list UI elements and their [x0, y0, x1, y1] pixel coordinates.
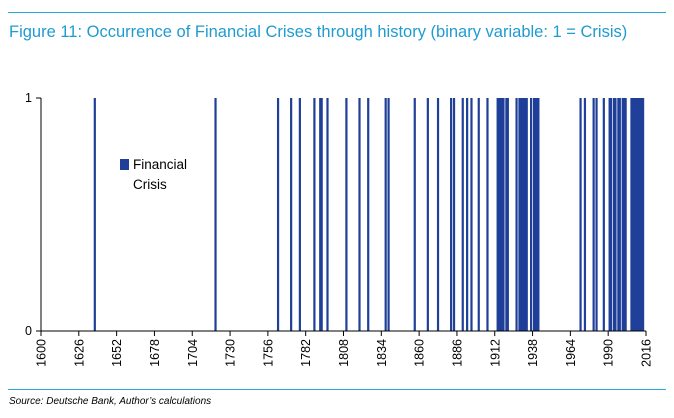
crisis-bar-1797 — [326, 98, 329, 331]
crisis-bar-1934 — [525, 98, 528, 331]
x-tick-label: 1626 — [72, 339, 86, 367]
x-tick-label: 1834 — [375, 339, 389, 367]
source-note: Source: Deutsche Bank, Author’s calculat… — [9, 396, 212, 407]
x-tick-label: 1782 — [299, 339, 313, 367]
crisis-bar-2014 — [641, 98, 645, 331]
crisis-bar-1939 — [532, 98, 536, 331]
crisis-bar-1927 — [515, 98, 518, 331]
x-tick-label: 1704 — [186, 339, 200, 367]
crisis-bar-1839 — [387, 98, 390, 331]
crisis-bar-1920 — [505, 98, 508, 331]
x-tick-label: 1652 — [110, 339, 124, 367]
crisis-bar-1720 — [214, 98, 217, 331]
crisis-bar-1763 — [276, 98, 280, 331]
crisis-bar-2007 — [631, 98, 635, 331]
crisis-bar-1987 — [602, 98, 605, 331]
x-tick-label: 1990 — [602, 339, 616, 367]
crisis-bar-1994 — [612, 98, 616, 331]
crisis-bar-1792 — [319, 98, 322, 331]
crisis-bar-1819 — [358, 98, 361, 331]
bars-group — [93, 98, 645, 331]
y-tick-label: 1 — [25, 91, 32, 105]
crisis-bar-1980 — [592, 98, 595, 331]
crisis-bar-1893 — [466, 98, 469, 331]
crisis-bar-1788 — [313, 98, 316, 331]
crisis-bar-2006 — [630, 98, 633, 331]
x-tick-label: 2016 — [640, 339, 654, 367]
crisis-bar-1772 — [290, 98, 293, 331]
crisis-bar-1941 — [535, 98, 539, 331]
crisis-bar-1940 — [534, 98, 537, 331]
crisis-bar-1857 — [413, 98, 416, 331]
x-tick-label: 1678 — [148, 339, 162, 367]
legend-label-line: Financial — [133, 157, 187, 172]
crisis-bar-1837 — [384, 98, 387, 331]
figure-title: Figure 11: Occurrence of Financial Crise… — [9, 23, 628, 41]
crisis-bar-1932 — [522, 98, 525, 331]
crisis-bar-1917 — [500, 98, 504, 331]
crisis-bar-1991 — [608, 98, 611, 331]
x-tick-label: 1730 — [224, 339, 238, 367]
y-tick-label: 0 — [25, 324, 32, 338]
crisis-bar-1921 — [506, 98, 509, 331]
crisis-bar-2001 — [623, 98, 626, 331]
legend-label: Financial Crisis — [133, 157, 187, 192]
crisis-bar-1901 — [477, 98, 480, 331]
crisis-bar-1907 — [486, 98, 489, 331]
crisis-bar-1793 — [320, 98, 323, 331]
y-ticks-group: 01 — [25, 91, 41, 338]
crisis-bar-1974 — [583, 98, 587, 331]
crisis-bar-2010 — [636, 98, 639, 331]
crisis-bar-1637 — [93, 98, 96, 331]
crisis-bar-1916 — [499, 98, 502, 331]
bottom-rule — [8, 389, 666, 390]
crisis-bar-1930 — [519, 98, 523, 331]
legend-label-line: Crisis — [133, 177, 167, 192]
crisis-bar-1918 — [502, 98, 505, 331]
top-rule — [8, 12, 666, 13]
crisis-bar-2008 — [633, 98, 636, 331]
crisis-bar-1929 — [518, 98, 521, 331]
crisis-bar-1995 — [614, 98, 617, 331]
crisis-bar-1810 — [345, 98, 348, 331]
crisis-bar-1997 — [617, 98, 620, 331]
crisis-bar-2000 — [621, 98, 624, 331]
crisis-bar-1825 — [367, 98, 370, 331]
crisis-bar-1937 — [530, 98, 533, 331]
crisis-bar-1896 — [470, 98, 473, 331]
crisis-bar-1884 — [452, 98, 456, 331]
crisis-bar-1931 — [521, 98, 524, 331]
crisis-bar-1998 — [618, 98, 621, 331]
x-tick-label: 1938 — [526, 339, 540, 367]
x-tick-label: 1964 — [564, 339, 578, 367]
crisis-bar-1914 — [496, 98, 499, 331]
x-tick-label: 1860 — [413, 339, 427, 367]
crisis-bar-1992 — [610, 98, 613, 331]
crisis-bar-1873 — [436, 98, 440, 331]
crisis-bar-1890 — [461, 98, 464, 331]
x-tick-label: 1886 — [450, 339, 464, 367]
x-tick-label: 1600 — [35, 339, 49, 367]
crisis-bar-1942 — [537, 98, 540, 331]
legend-swatch — [120, 159, 129, 170]
crisis-bar-1971 — [579, 98, 582, 331]
crisis-bar-1982 — [595, 98, 598, 331]
crisis-bar-1933 — [524, 98, 527, 331]
crisis-bar-2012 — [639, 98, 642, 331]
x-tick-label: 1756 — [261, 339, 275, 367]
x-tick-label: 1808 — [337, 339, 351, 367]
crisis-bar-2013 — [640, 98, 643, 331]
crisis-bar-1882 — [450, 98, 453, 331]
crisis-bar-1915 — [498, 98, 501, 331]
x-ticks-group: 1600 1626 1652 1678 1704 1730 1756 1782 1808 1834… — [35, 331, 654, 367]
crisis-bar-2009 — [634, 98, 637, 331]
crisis-bar-1866 — [426, 98, 429, 331]
x-tick-label: 1912 — [488, 339, 502, 367]
legend: Financial Crisis — [120, 157, 187, 192]
crisis-bar-2002 — [624, 98, 627, 331]
crisis-bar-1778 — [298, 98, 301, 331]
crisis-bar-2011 — [637, 98, 640, 331]
